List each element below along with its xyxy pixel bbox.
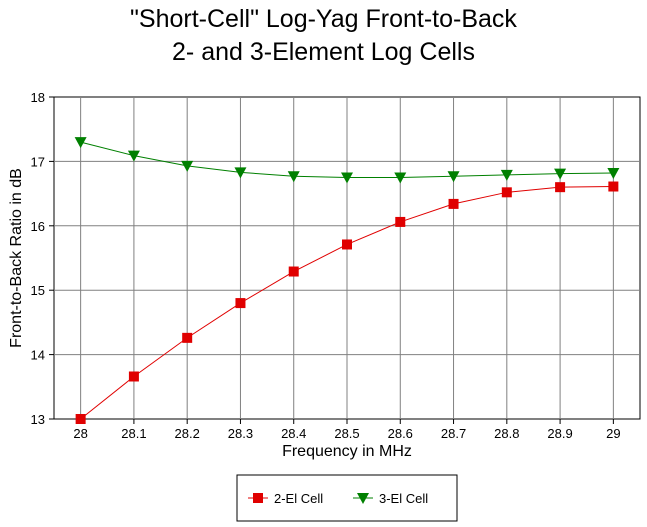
data-point [395,216,406,227]
x-tick-label: 28.4 [281,426,306,441]
data-point [127,150,140,162]
x-tick-label: 28.3 [228,426,253,441]
y-tick-label: 15 [31,283,45,298]
x-tick-label: 28.2 [175,426,200,441]
data-point [182,332,193,343]
x-tick-label: 29 [606,426,620,441]
data-point [554,168,567,180]
y-tick-label: 17 [31,154,45,169]
data-point [342,239,352,250]
data-point [74,137,87,149]
legend: 2-El Cell 3-El Cell [236,474,458,522]
gridlines [54,97,640,419]
data-point [75,414,86,424]
data-point [555,182,566,193]
x-tick-label: 28 [73,426,87,441]
x-tick-label: 28.8 [494,426,519,441]
legend-box [236,474,458,522]
x-tick-label: 28.7 [441,426,466,441]
legend-marker [357,493,369,504]
data-point [181,160,194,172]
data-point [607,167,620,179]
data-point [394,172,407,184]
legend-items: 2-El Cell 3-El Cell [248,491,428,506]
data-point [234,167,247,179]
data-point [287,171,300,183]
data-point [447,171,460,183]
legend-item-2: 3-El Cell [353,491,428,506]
series-1 [75,181,619,424]
y-axis-label: Front-to-Back Ratio in dB [8,168,25,348]
x-tick-label: 28.6 [388,426,413,441]
data-point [448,198,459,209]
legend-label: 3-El Cell [379,491,428,506]
data-point [235,298,246,309]
data-point [341,172,353,184]
x-tick-label: 28.5 [334,426,359,441]
legend-label: 2-El Cell [274,491,323,506]
y-axis-ticks: 13 14 15 16 17 18 [31,90,54,427]
data-point [288,266,299,277]
x-tick-label: 28.1 [121,426,146,441]
y-tick-label: 14 [31,348,45,363]
data-point [500,169,513,181]
legend-marker [253,493,263,503]
series-group [74,137,620,424]
y-tick-label: 18 [31,90,45,105]
x-axis-ticks: 28 28.1 28.2 28.3 28.4 28.5 28.6 28.7 28.8 28.9 29 [73,419,621,441]
series-2 [74,137,620,184]
chart-title-line-2: 2- and 3-Element Log Cells [172,38,475,66]
data-point [608,181,619,192]
y-tick-label: 16 [31,219,45,234]
y-tick-label: 13 [31,412,45,427]
legend-item-1: 2-El Cell [248,491,323,506]
x-tick-label: 28.9 [547,426,572,441]
data-point [128,371,139,382]
chart-title-line-1: "Short-Cell" Log-Yag Front-to-Back [130,5,517,33]
data-point [501,187,512,198]
x-axis-label: Frequency in MHz [282,443,412,460]
